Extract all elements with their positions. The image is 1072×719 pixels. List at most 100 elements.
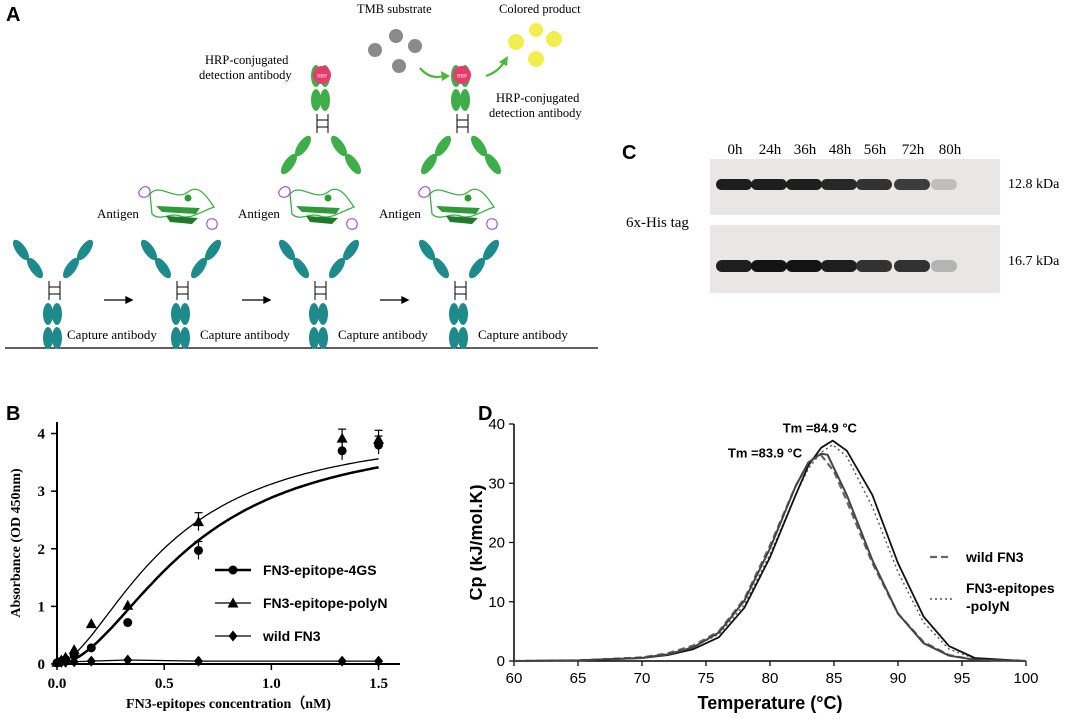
y-axis-label: Cp (kJ/mol.K) xyxy=(470,484,486,600)
x-tick-label: 0.5 xyxy=(155,676,174,692)
series-line xyxy=(56,659,379,664)
his-tag-label: 6x-His tag xyxy=(626,215,689,231)
x-tick-label: 100 xyxy=(1013,670,1038,687)
panel-label-b: B xyxy=(6,403,21,425)
tmb-substrate-icon xyxy=(368,29,422,73)
data-point xyxy=(227,597,239,608)
legend-label: -polyN xyxy=(966,598,1010,614)
x-tick-label: 75 xyxy=(698,670,715,687)
y-tick-label: 20 xyxy=(488,535,505,552)
data-point xyxy=(193,655,203,667)
hrp-detection-label-line2: detection antibody xyxy=(199,68,292,82)
capture-label-3: Capture antibody xyxy=(338,327,428,342)
series-wild-fn3 xyxy=(52,654,384,669)
detection-antibody-icon xyxy=(418,65,504,177)
x-axis-label: Temperature (°C) xyxy=(698,693,843,713)
data-point xyxy=(228,565,238,575)
series-line xyxy=(56,458,379,665)
legend-marker xyxy=(227,597,239,608)
legend-marker xyxy=(228,630,238,642)
colored-product-icon xyxy=(508,23,562,67)
blot-band xyxy=(894,179,930,190)
blot-band xyxy=(786,260,822,272)
hrp-detection-label2-line1: HRP-conjugated xyxy=(496,91,580,105)
legend-label: FN3-epitope-polyN xyxy=(263,595,387,611)
y-tick-label: 1 xyxy=(38,599,46,615)
series-line xyxy=(513,452,1027,662)
data-point xyxy=(86,655,96,667)
panel-b-absorbance-chart: 0.0 0.5 1.0 1.5 0 1 2 3 4 FN3-epitopes concentrat… xyxy=(9,422,400,712)
data-point xyxy=(373,433,385,444)
data-point xyxy=(85,618,97,629)
blot-band xyxy=(716,179,752,190)
y-tick-label: 0 xyxy=(497,653,505,670)
lane-label: 56h xyxy=(863,142,887,158)
data-point xyxy=(337,446,347,456)
data-point xyxy=(228,630,238,642)
y-axis-label: Absorbance (OD 450nm) xyxy=(9,468,24,618)
colored-product-label: Colored product xyxy=(499,2,581,16)
blot-band xyxy=(856,260,892,272)
detection-antibody-icon xyxy=(278,65,364,177)
capture-antibody-icon xyxy=(416,237,502,349)
tm-annotation-polyN: Tm =84.9 °C xyxy=(783,421,858,436)
legend-marker xyxy=(228,565,238,575)
y-tick-label: 40 xyxy=(488,416,505,433)
data-point xyxy=(336,432,348,443)
data-point xyxy=(123,654,133,666)
panel-label-c: C xyxy=(622,142,637,164)
x-tick-label: 1.0 xyxy=(262,676,281,692)
lane-label: 48h xyxy=(828,142,852,158)
legend-label: FN3-epitope-4GS xyxy=(263,562,377,578)
band-size-label-top: 12.8 kDa xyxy=(1008,177,1060,192)
x-tick-label: 80 xyxy=(762,670,779,687)
series-line xyxy=(56,466,379,666)
data-point xyxy=(122,599,134,610)
x-tick-label: 85 xyxy=(826,670,843,687)
blot-band xyxy=(751,260,787,272)
x-tick-label: 65 xyxy=(570,670,587,687)
data-point xyxy=(123,618,133,628)
y-tick-label: 0 xyxy=(38,657,46,673)
band-size-label-bottom: 16.7 kDa xyxy=(1008,254,1060,269)
capture-label-1: Capture antibody xyxy=(67,327,157,342)
panel-c-western-blot: 0h 24h 36h 48h 56h 72h 80h 6x-His tag 12.8 kDa… xyxy=(620,140,1070,300)
series-line xyxy=(513,444,1027,662)
data-point xyxy=(69,656,79,668)
legend-label: FN3-epitopes xyxy=(966,580,1055,596)
tmb-substrate-label: TMB substrate xyxy=(357,2,432,16)
blot-band xyxy=(751,179,787,190)
x-tick-label: 0.0 xyxy=(48,676,67,692)
x-axis-label: FN3-epitopes concentration（nM) xyxy=(126,696,331,712)
antigen-icon xyxy=(278,186,358,230)
x-tick-label: 95 xyxy=(954,670,971,687)
data-point xyxy=(374,655,384,667)
blot-band xyxy=(821,179,857,190)
capture-label-2: Capture antibody xyxy=(200,327,290,342)
antigen-icon xyxy=(418,186,498,230)
lane-label: 72h xyxy=(901,142,925,158)
blot-band xyxy=(856,179,892,190)
y-tick-label: 30 xyxy=(488,475,505,492)
blot-band xyxy=(931,260,957,272)
panel-label-a: A xyxy=(6,4,21,26)
x-tick-label: 70 xyxy=(634,670,651,687)
hrp-detection-label-line1: HRP-conjugated xyxy=(205,53,289,67)
y-tick-label: 10 xyxy=(488,594,505,611)
tm-annotation-wild: Tm =83.9 °C xyxy=(728,446,803,461)
antigen-label-3: Antigen xyxy=(379,206,421,221)
data-point xyxy=(193,545,203,555)
blot-band xyxy=(716,260,752,272)
panel-d-dsc-chart: 60 65 70 75 80 85 90 95 100 0 10 20 30 40 Temperature … xyxy=(470,416,1055,713)
y-tick-label: 3 xyxy=(38,484,46,500)
lane-label: 0h xyxy=(727,142,743,158)
blot-band xyxy=(786,179,822,190)
capture-label-4: Capture antibody xyxy=(478,327,568,342)
blot-band xyxy=(821,260,857,272)
capture-antibody-icon xyxy=(276,237,362,349)
lane-label: 24h xyxy=(758,142,782,158)
data-point xyxy=(337,655,347,667)
legend-label: wild FN3 xyxy=(965,549,1024,565)
series-fn3-epitope-polyn xyxy=(51,428,385,667)
data-point xyxy=(61,656,71,668)
